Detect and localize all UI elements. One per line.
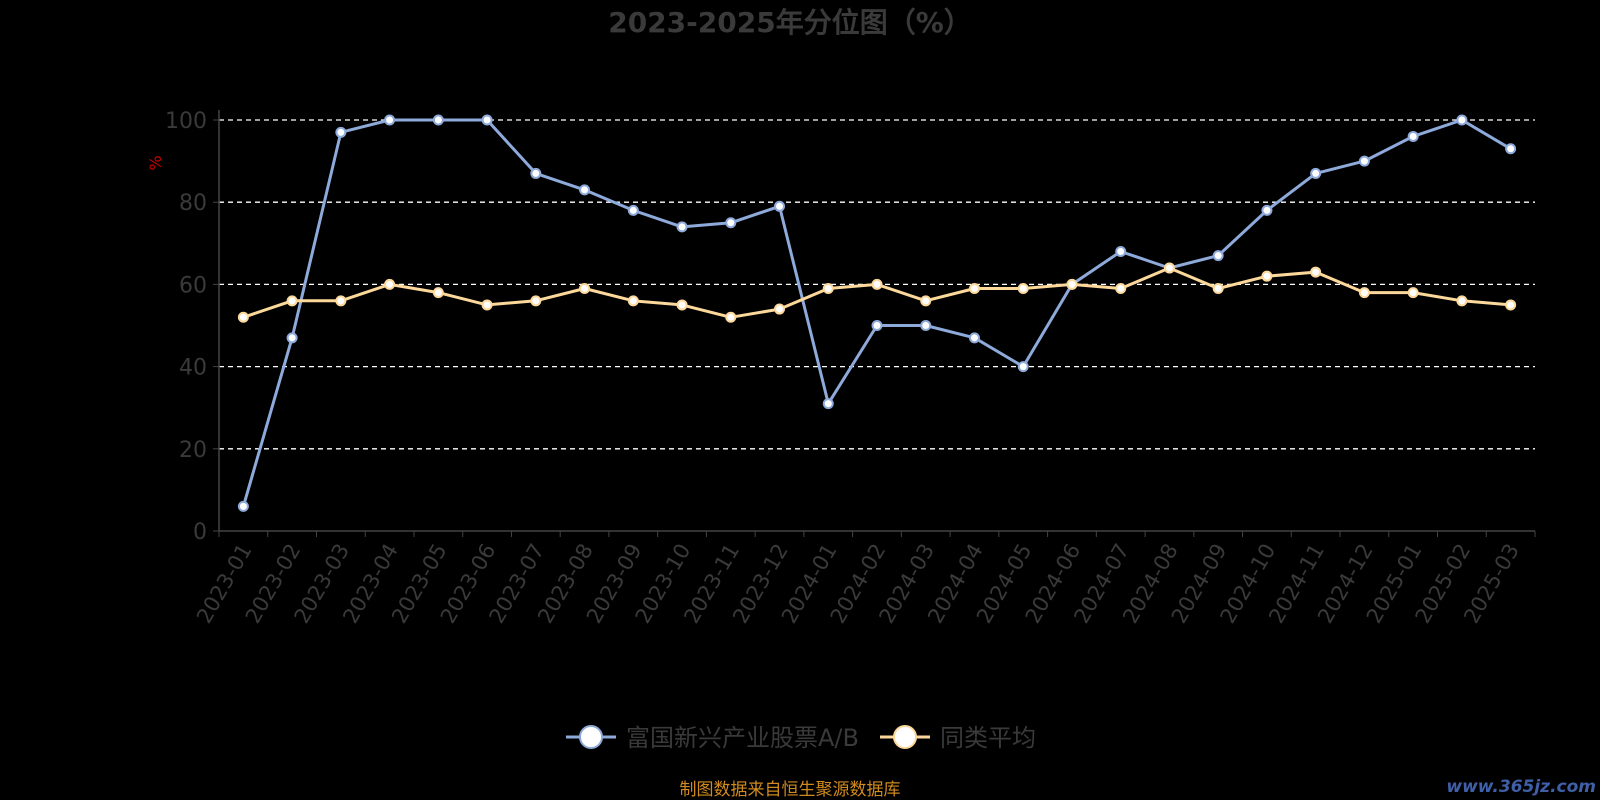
- legend-marker: [579, 725, 603, 749]
- data-point: [1115, 283, 1127, 295]
- data-point: [1358, 287, 1370, 299]
- data-point: [1017, 361, 1029, 373]
- series-1: [237, 114, 1517, 512]
- data-point: [579, 184, 591, 196]
- data-point: [1212, 283, 1224, 295]
- data-point: [481, 299, 493, 311]
- chart-title: 2023-2025年分位图（%）: [608, 6, 972, 39]
- y-tick-label: 100: [165, 109, 207, 134]
- data-point: [968, 283, 980, 295]
- data-point: [1261, 204, 1273, 216]
- data-point: [1310, 266, 1322, 278]
- y-tick-label: 40: [179, 356, 207, 381]
- data-point: [286, 332, 298, 344]
- data-point: [1066, 278, 1078, 290]
- data-source-note: 制图数据来自恒生聚源数据库: [680, 780, 901, 800]
- data-point: [1163, 262, 1175, 274]
- legend-label: 富国新兴产业股票A/B: [626, 724, 859, 752]
- data-point: [1017, 283, 1029, 295]
- data-point: [1261, 270, 1273, 282]
- legend[interactable]: 富国新兴产业股票A/B 同类平均: [566, 724, 1036, 752]
- data-point: [1456, 295, 1468, 307]
- data-point: [968, 332, 980, 344]
- data-point: [1505, 299, 1517, 311]
- y-tick-label: 60: [179, 273, 207, 298]
- series-lines: [237, 114, 1517, 512]
- data-point: [384, 278, 396, 290]
- legend-item-1[interactable]: 富国新兴产业股票A/B: [566, 724, 859, 752]
- watermark: www.365jz.com: [1446, 777, 1596, 797]
- data-point: [1115, 246, 1127, 258]
- data-point: [1407, 130, 1419, 142]
- x-tick-labels: 2023-012023-022023-032023-042023-052023-…: [192, 539, 1524, 627]
- data-point: [1358, 155, 1370, 167]
- data-point: [286, 295, 298, 307]
- data-point: [725, 311, 737, 323]
- data-point: [335, 295, 347, 307]
- series-2: [237, 262, 1517, 323]
- data-point: [237, 500, 249, 512]
- axes: [213, 110, 1536, 537]
- data-point: [920, 295, 932, 307]
- y-tick-label: 20: [179, 438, 207, 463]
- data-point: [237, 311, 249, 323]
- data-point: [432, 114, 444, 126]
- y-tick-labels: 0 20 40 60 80 100: [165, 109, 207, 545]
- data-point: [335, 126, 347, 138]
- legend-item-2[interactable]: 同类平均: [880, 724, 1036, 752]
- y-tick-label: 80: [179, 191, 207, 216]
- data-point: [676, 221, 688, 233]
- y-tick-label: 0: [193, 520, 207, 545]
- data-point: [920, 320, 932, 331]
- data-point: [1212, 250, 1224, 262]
- legend-label: 同类平均: [940, 724, 1036, 752]
- data-point: [579, 283, 591, 295]
- data-point: [530, 167, 542, 179]
- data-point: [627, 295, 639, 307]
- data-point: [774, 200, 786, 212]
- data-point: [1456, 114, 1468, 126]
- data-point: [676, 299, 688, 311]
- data-point: [871, 320, 883, 331]
- data-point: [432, 287, 444, 299]
- data-point: [725, 217, 737, 229]
- data-point: [822, 398, 834, 410]
- data-point: [627, 204, 639, 216]
- data-point: [1407, 287, 1419, 299]
- data-point: [822, 283, 834, 295]
- data-point: [481, 114, 493, 126]
- data-point: [774, 303, 786, 315]
- data-point: [871, 278, 883, 290]
- legend-marker: [893, 725, 917, 749]
- data-point: [530, 295, 542, 307]
- y-axis-label: %: [146, 155, 165, 170]
- data-point: [1505, 143, 1517, 155]
- data-point: [1310, 167, 1322, 179]
- data-point: [384, 114, 396, 126]
